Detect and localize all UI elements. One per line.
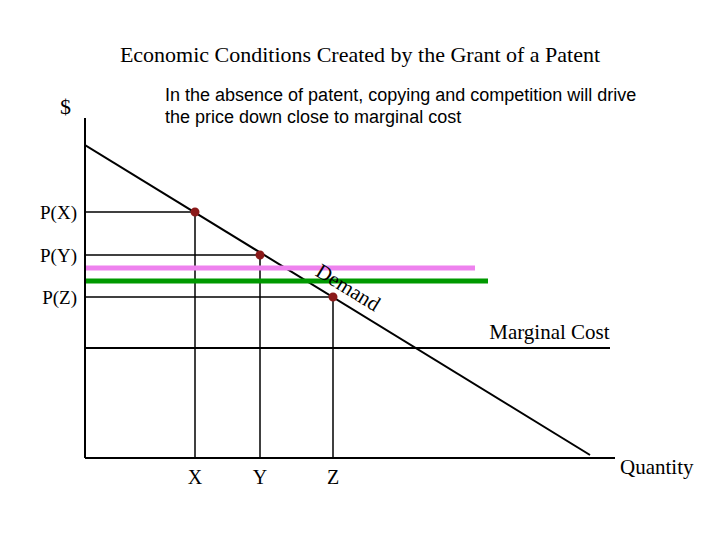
html-text:Marginal Cost: Marginal Cost: [489, 320, 610, 344]
html-text:Demand: Demand: [311, 259, 385, 317]
svg-text:Z: Z: [327, 466, 339, 488]
svg-text:Y: Y: [253, 466, 267, 488]
html-text:Economic Conditions Created by: Economic Conditions Created by the Grant…: [119, 42, 601, 67]
svg-text:P(X): P(X): [40, 202, 77, 224]
html-text:In the absence of patent, copy: In the absence of patent, copying and co…: [165, 85, 637, 127]
svg-text:X: X: [188, 466, 203, 488]
svg-text:P(Z): P(Z): [42, 287, 77, 309]
svg-text:P(Y): P(Y): [40, 245, 77, 267]
html-text:Quantity: Quantity: [620, 455, 694, 479]
